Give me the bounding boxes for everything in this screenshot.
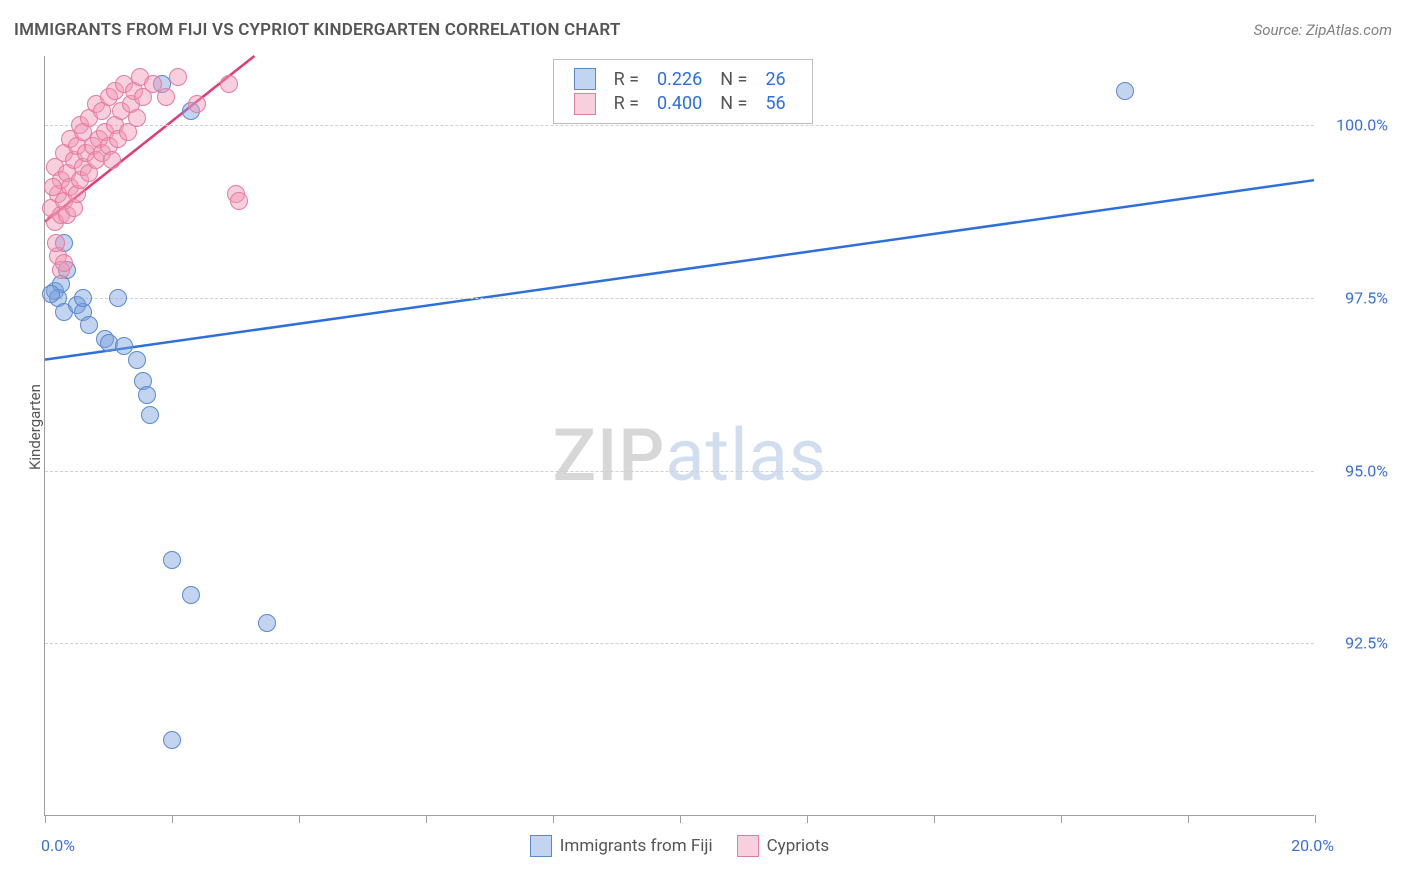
xtick xyxy=(1188,815,1189,823)
legend-r-label: R = xyxy=(606,68,647,90)
plot-frame: ZIPatlas R =0.226N =26R =0.400N =56 0.0%… xyxy=(44,56,1314,816)
legend-bottom-label: Immigrants from Fiji xyxy=(560,836,713,856)
plot-area: ZIPatlas xyxy=(45,56,1314,815)
data-point-fiji xyxy=(141,406,159,424)
gridline xyxy=(45,471,1314,472)
legend-swatch-fiji xyxy=(574,68,596,90)
data-point-cypriots xyxy=(44,178,62,196)
legend-row-fiji: R =0.226N =26 xyxy=(566,68,794,90)
data-point-fiji xyxy=(182,586,200,604)
source-text: Source: ZipAtlas.com xyxy=(1254,21,1392,39)
data-point-fiji xyxy=(109,289,127,307)
xtick xyxy=(299,815,300,823)
data-point-cypriots xyxy=(220,75,238,93)
xtick xyxy=(45,815,46,823)
legend-swatch-cypriots xyxy=(574,93,596,115)
xtick xyxy=(1061,815,1062,823)
data-point-fiji xyxy=(80,316,98,334)
data-point-cypriots xyxy=(103,151,121,169)
xtick xyxy=(1315,815,1316,823)
data-point-fiji xyxy=(1116,82,1134,100)
legend-row-cypriots: R =0.400N =56 xyxy=(566,92,794,114)
legend-r-value: 0.226 xyxy=(649,68,710,90)
chart-title: IMMIGRANTS FROM FIJI VS CYPRIOT KINDERGA… xyxy=(14,20,620,40)
ytick-label: 100.0% xyxy=(1336,116,1388,135)
ytick-label: 97.5% xyxy=(1345,288,1388,307)
gridline xyxy=(45,643,1314,644)
title-bar: IMMIGRANTS FROM FIJI VS CYPRIOT KINDERGA… xyxy=(14,20,1392,40)
xtick xyxy=(680,815,681,823)
watermark-zip: ZIP xyxy=(553,413,666,498)
data-point-fiji xyxy=(258,614,276,632)
legend-n-label: N = xyxy=(712,68,755,90)
xtick xyxy=(553,815,554,823)
legend-bottom-swatch-fiji xyxy=(530,835,552,857)
legend-correlation: R =0.226N =26R =0.400N =56 xyxy=(553,59,813,124)
data-point-fiji xyxy=(138,386,156,404)
legend-n-value: 26 xyxy=(757,68,793,90)
data-point-fiji xyxy=(163,731,181,749)
legend-series: Immigrants from Fiji Cypriots xyxy=(45,835,1314,857)
gridline xyxy=(45,298,1314,299)
watermark: ZIPatlas xyxy=(553,413,827,498)
ytick-label: 95.0% xyxy=(1345,461,1388,480)
gridline xyxy=(45,125,1314,126)
legend-n-label: N = xyxy=(712,92,755,114)
data-point-cypriots xyxy=(55,254,73,272)
data-point-cypriots xyxy=(169,68,187,86)
ytick-label: 92.5% xyxy=(1345,634,1388,653)
xtick xyxy=(172,815,173,823)
data-point-fiji xyxy=(42,285,60,303)
data-point-fiji xyxy=(74,289,92,307)
data-point-fiji xyxy=(128,351,146,369)
watermark-atlas: atlas xyxy=(665,413,827,498)
xtick xyxy=(934,815,935,823)
legend-r-value: 0.400 xyxy=(649,92,710,114)
legend-n-value: 56 xyxy=(757,92,793,114)
xtick xyxy=(807,815,808,823)
yaxis-title: Kindergarten xyxy=(26,384,44,470)
legend-bottom-item-cypriots: Cypriots xyxy=(737,835,830,857)
legend-bottom-swatch-cypriots xyxy=(737,835,759,857)
data-point-cypriots xyxy=(230,192,248,210)
data-point-cypriots xyxy=(188,95,206,113)
data-point-fiji xyxy=(163,551,181,569)
legend-bottom-label: Cypriots xyxy=(767,836,830,856)
data-point-cypriots xyxy=(47,234,65,252)
xtick xyxy=(426,815,427,823)
legend-table: R =0.226N =26R =0.400N =56 xyxy=(564,66,796,117)
legend-r-label: R = xyxy=(606,92,647,114)
data-point-cypriots xyxy=(128,109,146,127)
trend-lines-svg xyxy=(45,56,1314,815)
data-point-cypriots xyxy=(157,88,175,106)
legend-bottom-item-fiji: Immigrants from Fiji xyxy=(530,835,713,857)
